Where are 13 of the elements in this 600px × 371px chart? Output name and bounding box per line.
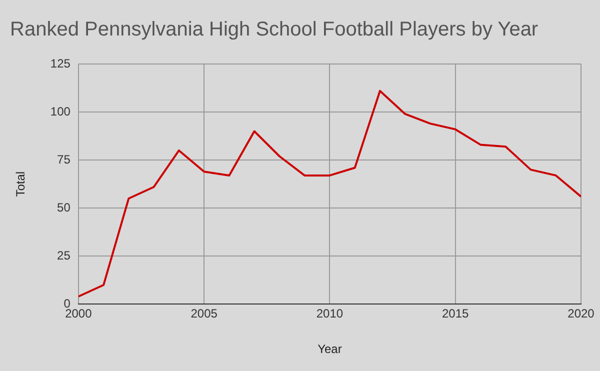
x-tick-label: 2005 <box>190 306 218 321</box>
x-axis-title: Year <box>318 342 342 356</box>
y-tick-label: 100 <box>50 104 71 118</box>
x-tick-label: 2020 <box>568 306 595 321</box>
chart-title: Ranked Pennsylvania High School Football Players by Year <box>10 18 538 41</box>
y-tick-label: 50 <box>57 200 71 214</box>
y-tick-label: 25 <box>57 248 71 262</box>
y-tick-label: 125 <box>50 56 71 70</box>
y-axis-title: Total <box>14 171 28 197</box>
x-tick-label: 2000 <box>65 306 92 321</box>
x-tick-label: 2015 <box>442 306 470 321</box>
x-tick-label: 2010 <box>316 306 344 321</box>
y-tick-label: 75 <box>57 152 71 166</box>
